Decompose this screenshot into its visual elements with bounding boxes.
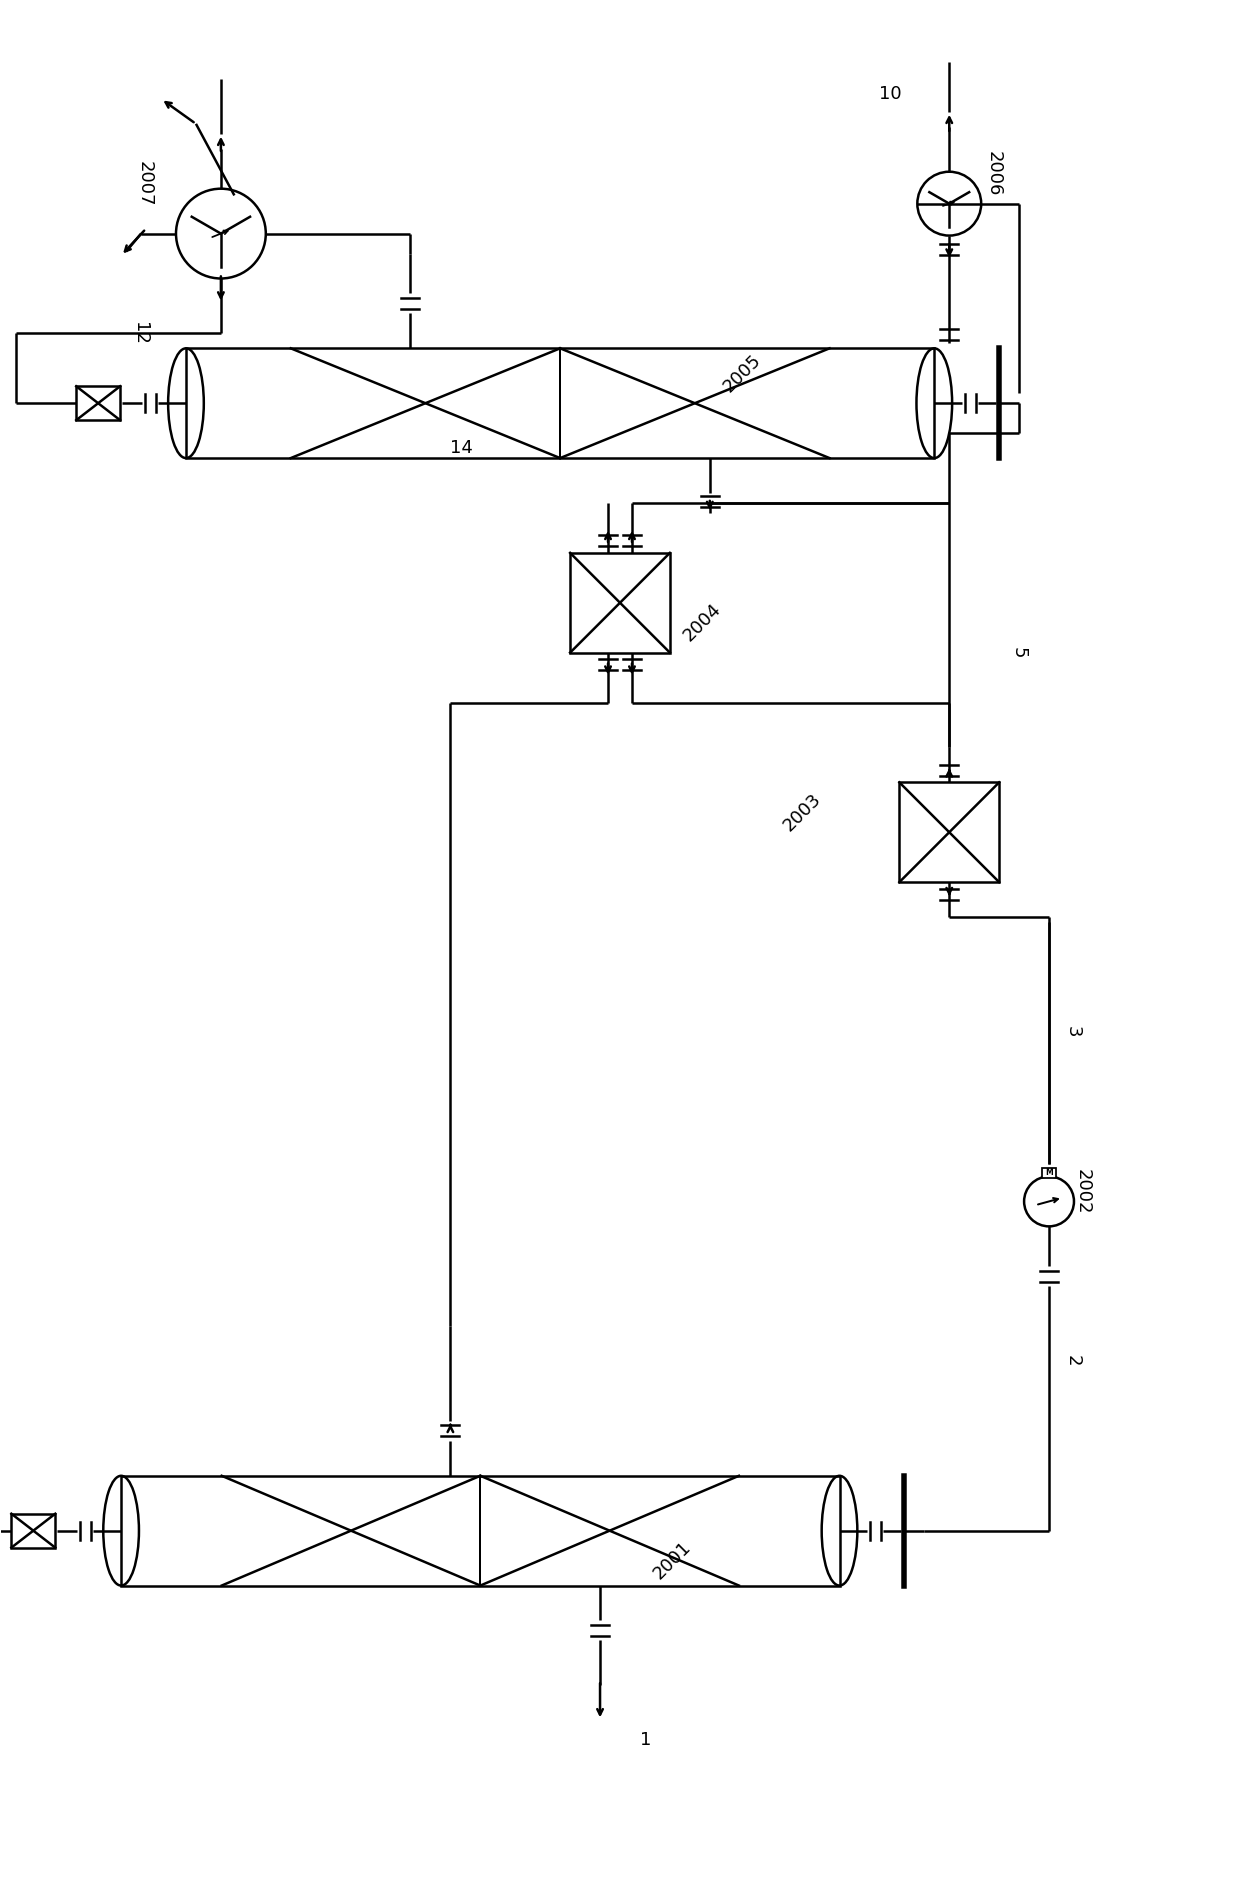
Text: 14: 14 <box>450 439 474 457</box>
Bar <box>899 783 999 883</box>
Text: M: M <box>1045 1169 1053 1176</box>
Text: 2002: 2002 <box>1074 1169 1092 1214</box>
Text: 2007: 2007 <box>136 162 154 207</box>
Text: 10: 10 <box>879 85 901 104</box>
Bar <box>11 1513 56 1547</box>
Text: 2004: 2004 <box>680 600 724 646</box>
Text: 5: 5 <box>1009 647 1027 659</box>
Bar <box>186 348 934 457</box>
Bar <box>122 1475 839 1585</box>
Bar <box>570 553 670 653</box>
Text: 3: 3 <box>1064 1026 1083 1037</box>
Text: 1: 1 <box>640 1731 651 1748</box>
Text: 2006: 2006 <box>985 151 1002 196</box>
Text: 2001: 2001 <box>650 1538 694 1583</box>
Bar <box>76 386 120 420</box>
Text: 2: 2 <box>1064 1355 1083 1366</box>
Text: 2005: 2005 <box>719 350 765 395</box>
Text: 12: 12 <box>131 322 149 344</box>
Text: 2003: 2003 <box>780 790 825 836</box>
Bar <box>1042 1169 1056 1178</box>
